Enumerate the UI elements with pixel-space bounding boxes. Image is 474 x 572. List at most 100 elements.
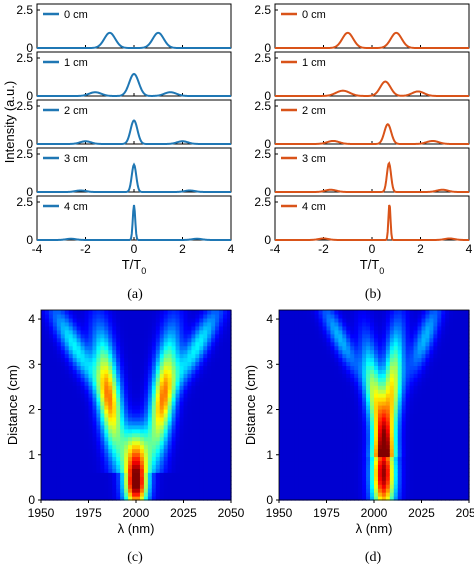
heat-cell-d	[362, 464, 367, 469]
heat-cell-d	[377, 317, 383, 323]
heat-cell-d	[302, 349, 308, 355]
heat-cell-c	[191, 440, 196, 446]
heat-cell-d	[294, 353, 300, 359]
heat-cell-c	[223, 424, 228, 430]
heat-cell-c	[223, 317, 228, 323]
heat-cell-c	[223, 476, 228, 481]
heat-cell-d	[417, 412, 423, 418]
heat-cell-d	[433, 361, 438, 367]
heat-cell-c	[147, 353, 153, 359]
heat-cell-d	[314, 428, 320, 434]
heat-cell-c	[104, 325, 109, 331]
heat-cell-c	[64, 456, 70, 462]
heat-cell-c	[44, 310, 50, 315]
heat-cell-d	[409, 369, 415, 374]
heat-cell-d	[409, 436, 415, 442]
heat-cell-c	[104, 460, 109, 465]
heat-cell-d	[326, 321, 332, 327]
heat-cell-d	[389, 393, 395, 398]
heat-cell-d	[453, 476, 458, 481]
heat-cell-d	[338, 452, 343, 458]
heat-cell-c	[76, 492, 82, 497]
heat-cell-c	[108, 369, 113, 374]
heat-cell-d	[334, 385, 339, 390]
heat-cell-c	[132, 310, 137, 315]
heat-cell-c	[112, 345, 117, 351]
heat-cell-c	[179, 448, 185, 454]
heat-cell-c	[203, 440, 208, 446]
heat-cell-c	[187, 389, 193, 394]
heat-cell-c	[41, 492, 46, 497]
heat-cell-d	[282, 357, 288, 363]
heat-cell-d	[330, 472, 336, 477]
heat-cell-c	[195, 428, 200, 434]
heat-cell-c	[147, 444, 153, 450]
heat-cell-d	[310, 321, 316, 327]
heat-cell-c	[155, 369, 161, 374]
heat-cell-d	[354, 373, 359, 378]
heat-cell-d	[338, 496, 343, 501]
heat-cell-d	[445, 452, 450, 458]
heat-cell-d	[409, 405, 415, 410]
heat-cell-c	[143, 460, 149, 465]
heat-cell-d	[437, 310, 442, 315]
heat-cell-d	[294, 436, 300, 442]
heat-cell-d	[441, 357, 446, 363]
heat-cell-c	[227, 401, 232, 406]
heat-cell-d	[457, 464, 462, 469]
heat-cell-c	[100, 476, 105, 481]
heat-cell-d	[302, 357, 308, 363]
heat-cell-d	[354, 397, 359, 402]
heat-cell-c	[207, 472, 212, 477]
heat-cell-d	[326, 329, 332, 335]
heat-cell-d	[413, 480, 419, 485]
heat-cell-d	[354, 405, 359, 410]
heat-cell-d	[358, 468, 363, 473]
heat-cell-d	[306, 448, 312, 454]
heat-cell-c	[211, 488, 216, 493]
heat-cell-c	[163, 365, 169, 370]
heat-cell-d	[433, 412, 438, 418]
heat-cell-c	[92, 401, 98, 406]
heat-cell-d	[441, 440, 446, 446]
heat-cell-c	[124, 476, 129, 481]
heat-cell-c	[171, 416, 177, 422]
heat-cell-d	[342, 373, 347, 378]
heat-cell-c	[163, 448, 169, 454]
heat-cell-d	[346, 373, 351, 378]
heat-cell-d	[302, 345, 308, 351]
heat-cell-c	[72, 377, 78, 382]
heat-cell-c	[195, 492, 200, 497]
heat-cell-d	[449, 488, 454, 493]
heat-cell-d	[358, 401, 363, 406]
heat-cell-c	[215, 401, 220, 406]
heat-cell-c	[159, 432, 165, 438]
heat-cell-d	[366, 310, 371, 315]
heat-cell-c	[128, 420, 133, 426]
heat-cell-d	[290, 349, 296, 355]
heat-cell-d	[465, 397, 470, 402]
heat-cell-d	[437, 496, 442, 501]
heat-cell-c	[199, 321, 204, 327]
heat-cell-d	[370, 444, 375, 450]
heat-cell-c	[227, 468, 232, 473]
heat-cell-c	[151, 321, 157, 327]
heat-cell-c	[136, 361, 141, 367]
heat-cell-d	[342, 381, 347, 386]
heat-cell-d	[465, 416, 470, 422]
heat-cell-d	[286, 333, 292, 339]
heat-cell-d	[302, 492, 308, 497]
heat-cell-d	[405, 381, 411, 386]
heat-cell-d	[354, 337, 359, 343]
heat-cell-d	[441, 345, 446, 351]
heat-cell-d	[290, 361, 296, 367]
heat-cell-c	[72, 460, 78, 465]
heat-cell-c	[104, 472, 109, 477]
heat-cell-d	[346, 385, 351, 390]
heat-cell-d	[326, 365, 332, 370]
heat-cell-d	[314, 385, 320, 390]
heat-cell-d	[314, 452, 320, 458]
heat-cell-c	[116, 389, 121, 394]
heat-cell-d	[279, 432, 284, 438]
heat-cell-c	[139, 420, 145, 426]
